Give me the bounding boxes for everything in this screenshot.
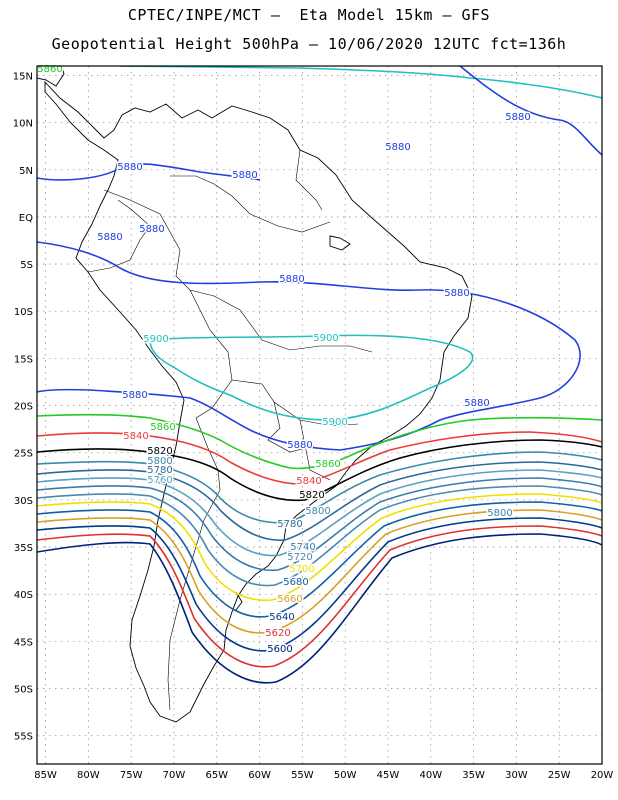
contour-label-5700: 5700	[289, 564, 314, 575]
latitude-tick-label: EQ	[19, 213, 33, 224]
title-line-2: Geopotential Height 500hPa – 10/06/2020 …	[51, 35, 567, 53]
contour-label-5680: 5680	[283, 577, 308, 588]
contour-5780	[37, 461, 602, 541]
longitude-tick-label: 75W	[120, 770, 143, 781]
contour-label-5620: 5620	[265, 628, 290, 639]
latitude-tick-label: 10N	[13, 119, 33, 130]
contour-label-5880: 5880	[444, 288, 469, 299]
longitude-tick-label: 80W	[77, 770, 100, 781]
contour-5720	[37, 485, 602, 587]
contour-label-5600: 5600	[267, 644, 292, 655]
longitude-tick-label: 40W	[419, 770, 442, 781]
longitude-tick-label: 20W	[591, 770, 614, 781]
gridlines	[37, 66, 603, 764]
contour-label-5840: 5840	[123, 431, 148, 442]
contour-label-5880: 5880	[117, 162, 142, 173]
contour-5840	[37, 431, 602, 485]
contour-5880	[459, 66, 602, 156]
longitude-tick-label: 25W	[548, 770, 571, 781]
longitude-tick-label: 70W	[163, 770, 186, 781]
latitude-tick-label: 40S	[14, 590, 33, 601]
contour-5620	[37, 525, 602, 668]
contour-lines	[37, 66, 602, 684]
contour-label-5780: 5780	[277, 519, 302, 530]
latitude-tick-label: 10S	[14, 307, 33, 318]
land-outline	[37, 66, 473, 723]
contour-label-5880: 5880	[232, 170, 257, 181]
contour-label-5900: 5900	[322, 417, 347, 428]
latitude-tick-label: 25S	[14, 449, 33, 460]
contour-label-5900: 5900	[313, 333, 338, 344]
contour-label-5840: 5840	[296, 476, 321, 487]
contour-label-5880: 5880	[122, 390, 147, 401]
latitude-tick-label: 50S	[14, 685, 33, 696]
contour-5900	[149, 334, 474, 421]
contour-label-5880: 5880	[287, 440, 312, 451]
longitude-tick-label: 35W	[462, 770, 485, 781]
contour-5700	[37, 493, 602, 602]
longitude-tick-label: 30W	[505, 770, 528, 781]
contour-label-5880: 5880	[505, 112, 530, 123]
contour-label-5880: 5880	[97, 232, 122, 243]
contour-5820	[37, 439, 602, 502]
contour-label-5720: 5720	[287, 552, 312, 563]
south-america-coastline	[44, 80, 473, 723]
longitude-tick-label: 50W	[334, 770, 357, 781]
contour-label-5880: 5880	[464, 398, 489, 409]
latitude-tick-label: 15N	[13, 71, 33, 82]
contour-label-5880: 5880	[279, 274, 304, 285]
contour-5640	[37, 517, 602, 652]
latitude-tick-label: 30S	[14, 496, 33, 507]
longitude-tick-label: 65W	[205, 770, 228, 781]
latitude-tick-label: 35S	[14, 543, 33, 554]
contour-label-5800: 5800	[305, 506, 330, 517]
contour-5740	[37, 477, 602, 572]
contour-label-5880: 5880	[385, 142, 410, 153]
contour-label-5800: 5800	[147, 456, 172, 467]
longitude-tick-label: 45W	[377, 770, 400, 781]
contour-label-5900: 5900	[143, 334, 168, 345]
latitude-tick-label: 5N	[19, 166, 33, 177]
contour-5880	[37, 241, 581, 451]
contour-label-5880: 5880	[139, 224, 164, 235]
contour-label-5860: 5860	[150, 422, 175, 433]
contour-5800	[37, 451, 602, 524]
contour-5900	[119, 66, 602, 99]
contour-label-5740: 5740	[290, 542, 315, 553]
contour-label-5640: 5640	[269, 612, 294, 623]
latitude-tick-label: 45S	[14, 637, 33, 648]
contour-label-5820: 5820	[147, 446, 172, 457]
contour-5600	[37, 533, 602, 684]
longitude-tick-label: 85W	[34, 770, 57, 781]
central-america-coast	[37, 66, 65, 87]
contour-label-5800: 5800	[487, 508, 512, 519]
contour-5760	[37, 469, 602, 557]
contour-5660	[37, 509, 602, 634]
title-line-1: CPTEC/INPE/MCT – Eta Model 15km – GFS	[127, 6, 491, 24]
contour-label-5860: 5860	[315, 459, 340, 470]
contour-label-5660: 5660	[277, 594, 302, 605]
longitude-tick-label: 60W	[248, 770, 271, 781]
islands	[235, 235, 351, 611]
latitude-tick-label: 55S	[14, 732, 33, 743]
contour-5880	[37, 163, 261, 181]
contour-5680	[37, 501, 602, 618]
latitude-tick-label: 20S	[14, 402, 33, 413]
longitude-tick-label: 55W	[291, 770, 314, 781]
contour-label-5760: 5760	[147, 475, 172, 486]
contour-5860	[37, 413, 602, 470]
contour-label-5820: 5820	[299, 490, 324, 501]
contour-label-5780: 5780	[147, 465, 172, 476]
map-frame	[36, 65, 603, 765]
latitude-tick-label: 5S	[20, 260, 33, 271]
country-borders	[87, 149, 373, 711]
latitude-tick-label: 15S	[14, 354, 33, 365]
